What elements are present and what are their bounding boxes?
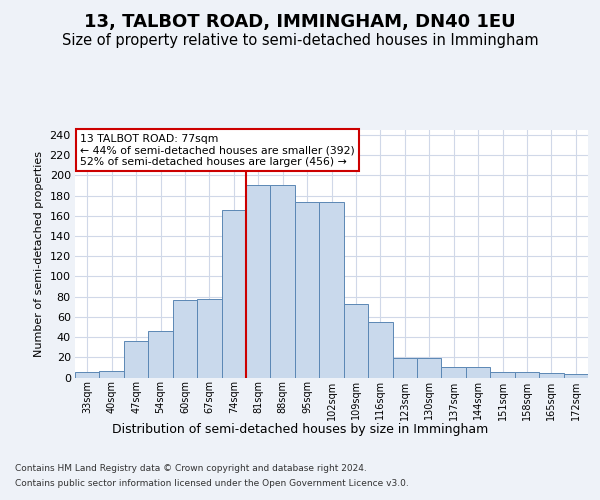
Bar [148, 331, 173, 378]
Text: Distribution of semi-detached houses by size in Immingham: Distribution of semi-detached houses by … [112, 422, 488, 436]
Y-axis label: Number of semi-detached properties: Number of semi-detached properties [34, 151, 44, 357]
Bar [319, 202, 344, 378]
Bar [539, 374, 563, 378]
Text: Contains HM Land Registry data © Crown copyright and database right 2024.: Contains HM Land Registry data © Crown c… [15, 464, 367, 473]
Bar [246, 184, 271, 378]
Bar [100, 372, 124, 378]
Bar [295, 202, 319, 378]
Bar [466, 368, 490, 378]
Bar [563, 374, 588, 378]
Bar [515, 372, 539, 378]
Bar [368, 322, 392, 378]
Bar [392, 358, 417, 378]
Bar [173, 300, 197, 378]
Text: Size of property relative to semi-detached houses in Immingham: Size of property relative to semi-detach… [62, 32, 538, 48]
Bar [344, 304, 368, 378]
Bar [124, 341, 148, 378]
Bar [490, 372, 515, 378]
Bar [271, 184, 295, 378]
Text: 13, TALBOT ROAD, IMMINGHAM, DN40 1EU: 13, TALBOT ROAD, IMMINGHAM, DN40 1EU [84, 12, 516, 30]
Text: Contains public sector information licensed under the Open Government Licence v3: Contains public sector information licen… [15, 479, 409, 488]
Bar [442, 368, 466, 378]
Bar [417, 358, 442, 378]
Bar [75, 372, 100, 378]
Text: 13 TALBOT ROAD: 77sqm
← 44% of semi-detached houses are smaller (392)
52% of sem: 13 TALBOT ROAD: 77sqm ← 44% of semi-deta… [80, 134, 355, 167]
Bar [197, 298, 221, 378]
Bar [221, 210, 246, 378]
